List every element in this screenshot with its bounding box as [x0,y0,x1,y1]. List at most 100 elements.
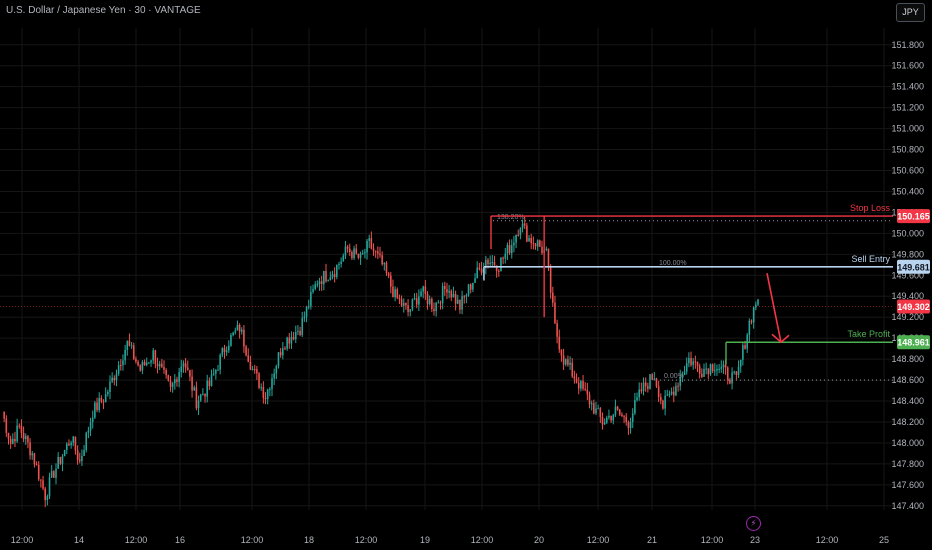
candle-body [638,389,640,398]
lightning-icon[interactable]: ⚡ [746,516,761,531]
candle-body [236,324,239,331]
candle-body [171,383,174,387]
candle-body [636,397,638,401]
price-tick-label: 150.400 [891,186,924,196]
candle-body [595,408,597,414]
candle-body [338,263,340,266]
candle-body [359,253,362,258]
candle-body [128,340,131,346]
candle-body [396,289,399,299]
candle-body [608,415,610,418]
candle-body [562,355,565,365]
candle-body [197,400,200,409]
candle-body [215,370,217,374]
price-tick-label: 150.800 [891,145,924,155]
candle-body [685,363,688,372]
candle-body [240,329,243,332]
candle-body [439,302,442,304]
candle-body [606,417,608,423]
candle-body [552,292,554,303]
candle-body [318,281,321,284]
candle-body [16,425,18,442]
candle-body [593,403,595,414]
candle-body [9,438,12,444]
candle-body [258,373,260,388]
candle-body [573,376,576,379]
candle-body [698,366,701,374]
candle-body [225,350,228,353]
candle-body [212,373,215,375]
candle-body [98,398,100,411]
candle-body [744,345,746,349]
candle-body [703,368,705,377]
candle-body [651,374,653,380]
candle-body [467,284,470,296]
price-tick-label: 148.600 [891,375,924,385]
candle-body [398,298,401,300]
candle-body [601,416,604,425]
candle-body [718,368,720,370]
candle-body [351,251,353,259]
candle-body [186,367,189,371]
candle-body [720,367,723,369]
fib-level-label: 138.20% [497,214,525,221]
candle-body [489,262,491,265]
time-tick-label: 23 [750,535,760,545]
take-profit-label: Take Profit [847,329,890,339]
sell-entry-price-tag-text: 149.681 [897,262,930,272]
candle-body [342,255,345,262]
candle-body [666,394,669,396]
candle-body [180,366,183,373]
candle-body [135,359,137,362]
candle-body [614,406,617,415]
candle-body [625,416,628,422]
candle-body [701,373,703,377]
candle-body [150,360,152,363]
candle-body [413,298,416,300]
candle-body [94,402,96,418]
candle-body [532,243,535,245]
candle-body [742,345,744,360]
candle-body [76,450,79,460]
candle-body [104,394,107,403]
candle-body [292,336,295,340]
price-tick-label: 151.000 [891,124,924,134]
candle-body [37,464,40,480]
price-axis[interactable]: 151.800 151.600 151.400 151.200 151.000 150.8… [891,40,930,511]
candle-body [370,238,373,249]
candle-body [545,248,548,250]
trade-overlays: 138.20% 100.00% 0.00% Stop Loss Sell Entry Ta… [0,203,893,381]
time-tick-label: 21 [647,535,657,545]
candle-body [251,369,254,371]
candle-body [361,253,364,255]
candle-body [424,286,427,294]
candle-body [590,403,593,405]
candle-body [260,387,262,389]
symbol-title: U.S. Dollar / Japanese Yen · 30 · VANTAG… [6,5,201,16]
candle-body [495,265,498,271]
candle-body [83,450,85,456]
price-tick-label: 148.200 [891,417,924,427]
candle-body [169,380,172,387]
candle-body [508,244,511,254]
candle-body [245,346,247,356]
candle-body [547,248,550,267]
candle-body [286,337,288,349]
candle-body [89,422,92,431]
candle-body [102,401,105,403]
price-tick-label: 147.600 [891,480,924,490]
candle-body [569,362,571,365]
candle-body [320,281,323,285]
candle-body [22,432,25,440]
candle-body [655,378,658,387]
time-axis[interactable]: 12:00 14 12:00 16 12:00 18 12:00 19 12:00 20 12:00… [11,535,889,545]
currency-button[interactable]: JPY [896,3,925,22]
candle-body [50,471,53,478]
candle-body [437,302,440,304]
candle-body [441,286,444,304]
candle-body [722,364,725,368]
candle-body [277,352,280,367]
candle-body [275,366,278,374]
candle-body [333,274,336,277]
